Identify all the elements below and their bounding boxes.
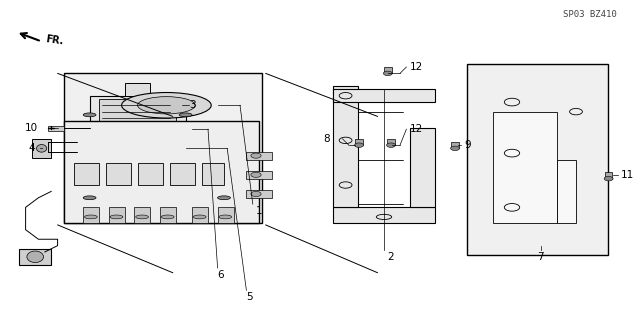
Ellipse shape (218, 196, 230, 200)
Text: 12: 12 (410, 124, 423, 134)
Ellipse shape (251, 172, 261, 177)
Bar (246, 190, 272, 198)
Bar (246, 152, 272, 160)
Bar (138, 163, 163, 185)
Bar (605, 172, 612, 179)
Text: 8: 8 (323, 134, 330, 144)
Bar (19, 249, 51, 265)
Ellipse shape (154, 136, 186, 146)
Ellipse shape (134, 122, 205, 136)
Bar (218, 207, 234, 223)
Ellipse shape (387, 143, 396, 147)
Bar (387, 139, 395, 145)
Bar (109, 207, 125, 223)
Ellipse shape (36, 145, 47, 152)
Bar (125, 83, 150, 96)
Ellipse shape (134, 142, 205, 161)
Bar (493, 112, 557, 223)
Ellipse shape (83, 113, 96, 117)
Bar (83, 207, 99, 223)
Ellipse shape (179, 113, 192, 117)
Bar (74, 163, 99, 185)
Ellipse shape (138, 97, 195, 114)
Bar (192, 207, 208, 223)
Text: FR.: FR. (45, 34, 64, 46)
Bar (64, 121, 259, 223)
Text: 1: 1 (256, 206, 262, 216)
Text: 7: 7 (538, 252, 544, 262)
Bar (64, 73, 262, 223)
Ellipse shape (219, 215, 232, 219)
Ellipse shape (136, 215, 148, 219)
Text: 10: 10 (25, 123, 38, 133)
Ellipse shape (147, 125, 192, 134)
Bar (333, 207, 435, 223)
Text: 9: 9 (464, 140, 470, 150)
Bar (557, 160, 576, 223)
Text: 4: 4 (29, 143, 35, 153)
Bar (170, 163, 195, 185)
Ellipse shape (451, 146, 460, 151)
Ellipse shape (251, 153, 261, 158)
Bar (99, 99, 176, 128)
Ellipse shape (251, 191, 261, 197)
Ellipse shape (161, 215, 174, 219)
Bar (467, 64, 608, 255)
Bar (333, 89, 435, 102)
Ellipse shape (84, 215, 97, 219)
Bar (90, 96, 186, 134)
Bar (355, 139, 363, 145)
Ellipse shape (27, 251, 44, 263)
Bar (451, 142, 459, 148)
Bar (106, 163, 131, 185)
Bar (160, 207, 176, 223)
Ellipse shape (110, 215, 123, 219)
Ellipse shape (122, 93, 211, 118)
Bar (32, 139, 51, 158)
Ellipse shape (604, 176, 613, 181)
Text: SP03 BZ410: SP03 BZ410 (563, 10, 617, 19)
Text: 11: 11 (621, 170, 634, 181)
Ellipse shape (383, 71, 392, 76)
Bar (134, 207, 150, 223)
Text: 12: 12 (410, 62, 423, 72)
Ellipse shape (355, 143, 364, 147)
Bar (410, 128, 435, 207)
Bar (384, 67, 392, 73)
Bar (48, 126, 64, 131)
Text: 3: 3 (189, 100, 195, 110)
Ellipse shape (193, 215, 206, 219)
Bar (202, 163, 224, 185)
Text: 2: 2 (387, 252, 394, 262)
Bar (138, 132, 202, 152)
Text: 6: 6 (218, 270, 224, 279)
Bar (246, 171, 272, 179)
Bar (333, 86, 358, 207)
Ellipse shape (83, 196, 96, 200)
Text: 5: 5 (246, 292, 253, 302)
